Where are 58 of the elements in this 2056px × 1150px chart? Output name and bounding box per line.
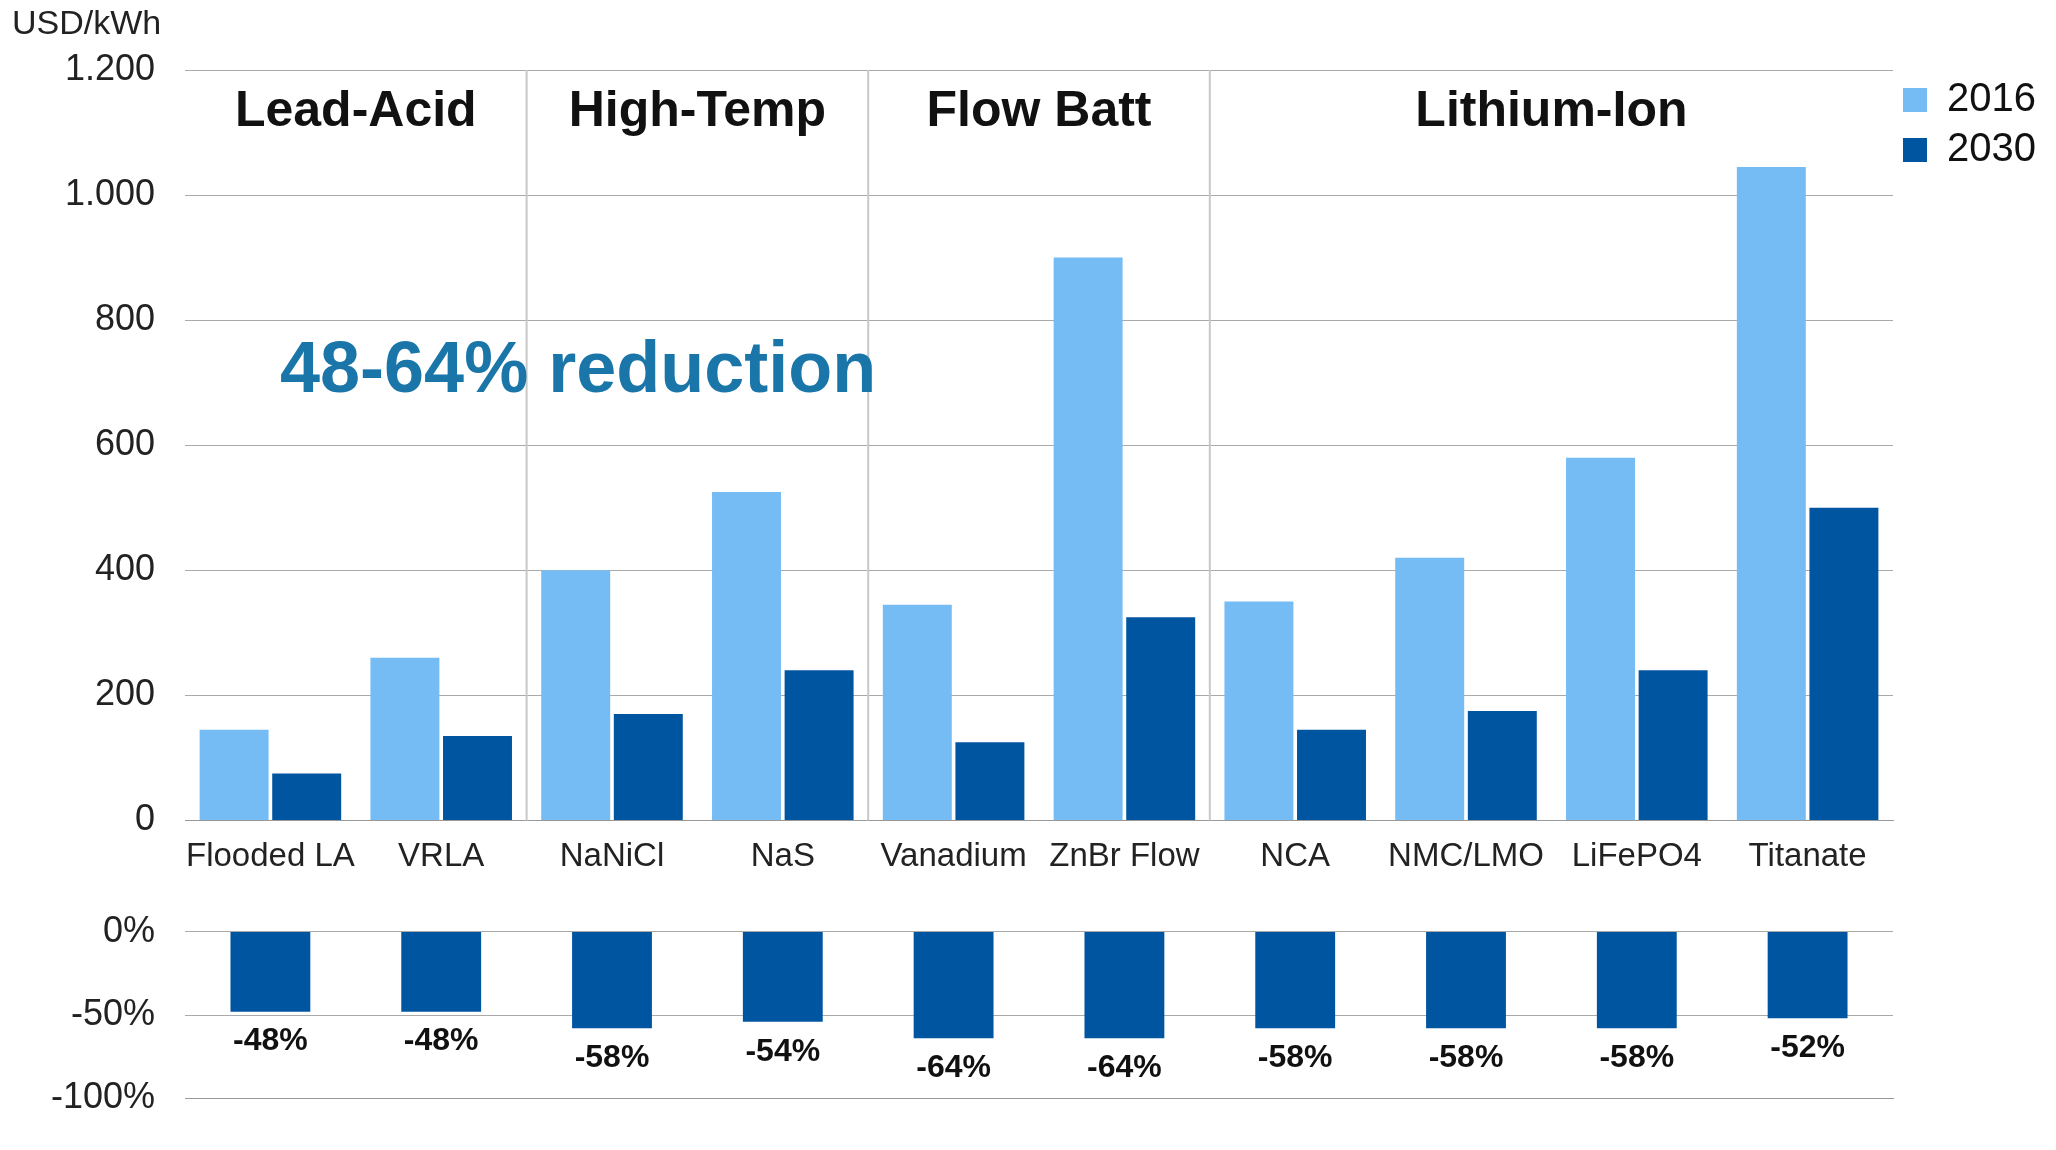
x-tick-label: NMC/LMO [1388,836,1544,874]
annotation: High-Temp [568,80,827,137]
bar [784,670,854,820]
y-tick-label: 600 [94,422,155,464]
bar [1395,557,1465,820]
annotation: 48-64% reduction [280,326,877,407]
data-label: -64% [916,1048,991,1085]
bar [712,492,781,820]
bar [1736,166,1806,820]
bar [1566,457,1635,820]
x-tick-label: NaS [750,836,815,874]
bar [955,742,1025,820]
data-label: -58% [1257,1038,1333,1075]
y-tick-label: -100% [50,1075,155,1117]
y-tick-label: 200 [94,672,155,714]
y-tick-label: -50% [70,991,155,1033]
x-tick-label: ZnBr Flow [1049,836,1200,874]
x-tick-label: Vanadium [880,836,1027,874]
x-tick-label: NCA [1260,836,1331,874]
y-tick-label: 1.200 [64,46,155,88]
annotation: Lead-Acid [234,80,477,137]
x-tick-label: Flooded LA [186,836,355,874]
bar [1053,257,1123,820]
y-tick-label: 800 [94,297,155,339]
data-label: -58% [1428,1038,1504,1075]
bar [1297,729,1366,820]
legend-label: 2016 [1947,75,2036,120]
y-tick-label: 1.000 [64,171,155,213]
x-tick-label: NaNiCl [559,836,665,874]
y-tick-label: 400 [94,547,155,589]
data-label: -48% [403,1021,479,1058]
data-label: -64% [1087,1048,1162,1085]
bar [613,714,683,820]
bar [1126,617,1196,820]
bar [1224,601,1294,820]
data-label: -52% [1770,1028,1845,1065]
bar [1809,507,1879,820]
legend-label: 2030 [1947,125,2036,170]
data-label: -58% [1599,1038,1675,1075]
bar [272,773,342,820]
annotation: Flow Batt [926,80,1152,137]
bar [1467,710,1537,820]
x-tick-label: VRLA [398,836,485,874]
bar [199,729,269,820]
data-label: -54% [745,1031,821,1068]
annotation: Lithium-Ion [1415,80,1688,137]
data-label: -58% [574,1038,650,1075]
y-axis-title: USD/kWh [12,3,162,42]
bar [443,735,512,820]
y-tick-label: 0 [134,797,155,839]
bar [1638,670,1708,820]
x-tick-label: Titanate [1748,836,1867,874]
data-label: -48% [233,1021,308,1058]
bar [541,570,611,820]
bar [370,657,440,820]
bar [882,604,952,820]
x-tick-label: LiFePO4 [1571,836,1702,874]
y-tick-label: 0% [102,908,155,950]
